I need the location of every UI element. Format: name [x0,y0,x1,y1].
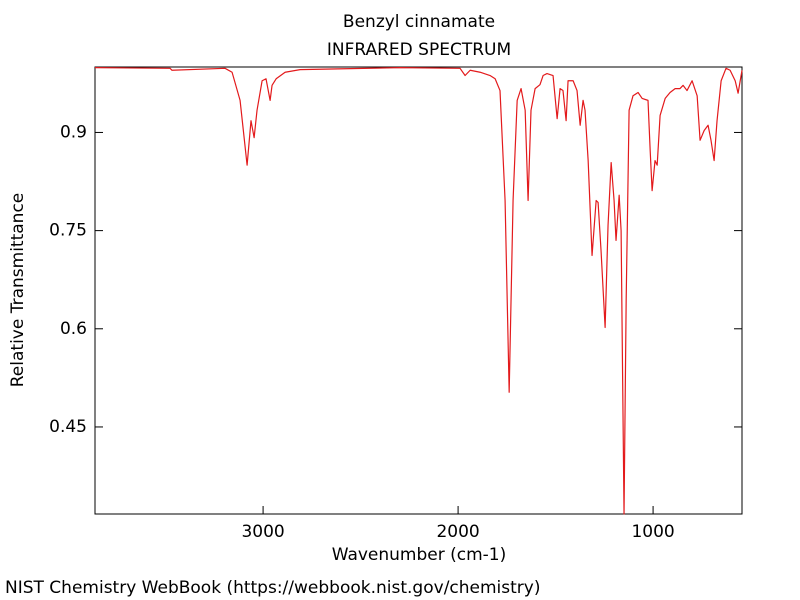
chart-subtitle: INFRARED SPECTRUM [327,40,511,60]
y-axis-label: Relative Transmittance [8,193,28,388]
y-tick-label: 0.45 [49,417,87,437]
spectrum-line [94,67,743,515]
chart-title: Benzyl cinnamate [343,12,495,32]
y-tick-label: 0.9 [60,122,87,142]
plot-frame [94,66,743,515]
x-tick-label: 1000 [631,522,674,542]
x-tick-label: 3000 [241,522,284,542]
y-tick-label: 0.6 [60,319,87,339]
x-axis-label: Wavenumber (cm-1) [332,545,507,565]
x-tick-label: 2000 [436,522,479,542]
y-tick-label: 0.75 [49,221,87,241]
source-note: NIST Chemistry WebBook (https://webbook.… [5,578,540,598]
